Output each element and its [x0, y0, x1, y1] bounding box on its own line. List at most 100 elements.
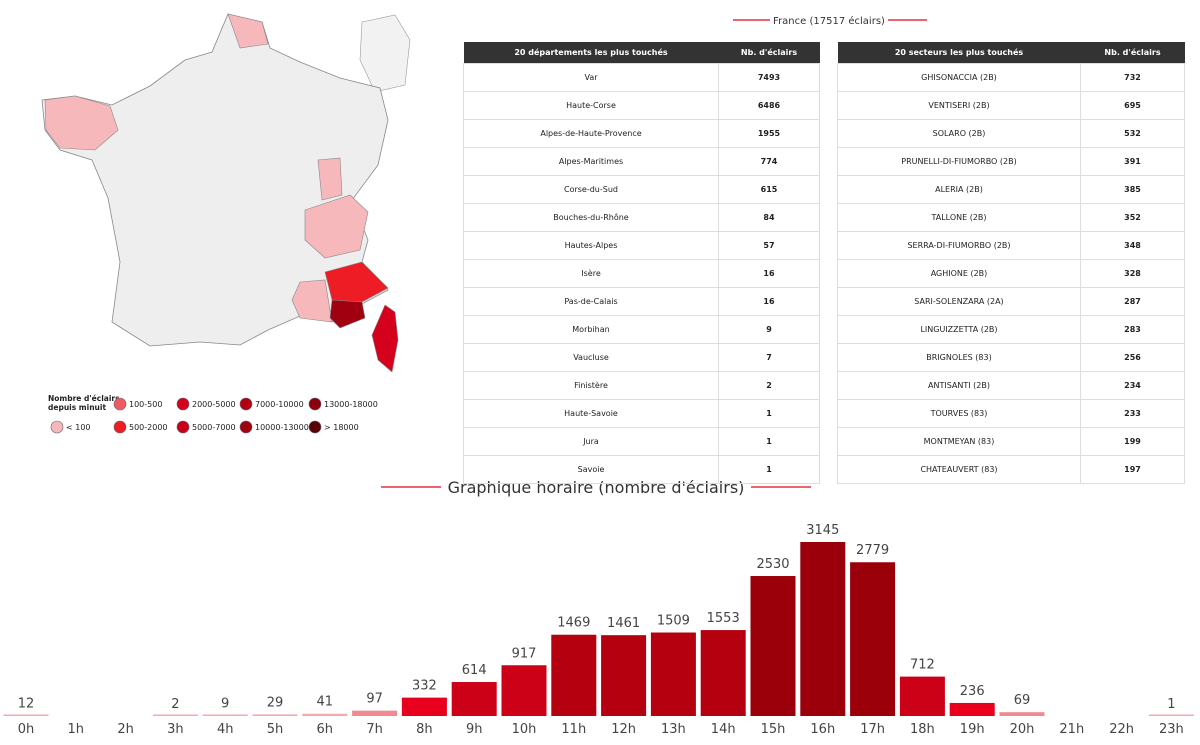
- x-tick-label: 16h: [810, 722, 835, 737]
- data-label: 97: [366, 692, 383, 707]
- legend-swatch: [176, 397, 190, 411]
- data-label: 917: [512, 646, 537, 661]
- row-label: PRUNELLI-DI-FIUMORBO (2B): [837, 147, 1081, 176]
- row-value: 391: [1080, 147, 1185, 176]
- table-header: 20 secteurs les plus touchés Nb. d'éclair…: [837, 42, 1185, 64]
- table-row: Alpes-de-Haute-Provence 1955: [463, 119, 820, 148]
- legend-swatch: [308, 420, 322, 434]
- column-header: 20 secteurs les plus touchés: [837, 42, 1081, 64]
- x-tick-label: 1h: [68, 722, 85, 737]
- table-row: TOURVES (83) 233: [837, 399, 1185, 428]
- table-row: Corse-du-Sud 615: [463, 175, 820, 204]
- table-row: Isère 16: [463, 259, 820, 288]
- row-value: 84: [718, 203, 820, 232]
- row-value: 352: [1080, 203, 1185, 232]
- row-value: 9: [718, 315, 820, 344]
- table-row: Finistère 2: [463, 371, 820, 400]
- row-value: 695: [1080, 91, 1185, 120]
- bar: [1148, 714, 1194, 716]
- bar: [601, 635, 647, 716]
- bar: [501, 665, 547, 716]
- x-tick-label: 5h: [267, 722, 284, 737]
- header-title: France (17517 éclairs): [773, 15, 885, 27]
- row-value: 385: [1080, 175, 1185, 204]
- data-label: 2: [171, 697, 179, 712]
- x-tick-label: 22h: [1109, 722, 1134, 737]
- table-row: Pas-de-Calais 16: [463, 287, 820, 316]
- row-label: ALERIA (2B): [837, 175, 1081, 204]
- row-value: 532: [1080, 119, 1185, 148]
- table-row: AGHIONE (2B) 328: [837, 259, 1185, 288]
- row-value: 199: [1080, 427, 1185, 456]
- table-row: Hautes-Alpes 57: [463, 231, 820, 260]
- x-tick-label: 11h: [561, 722, 586, 737]
- column-header: 20 départements les plus touchés: [463, 42, 719, 64]
- legend-swatch: [176, 420, 190, 434]
- table-row: Var 7493: [463, 63, 820, 92]
- map-region: [329, 299, 366, 329]
- table: 20 départements les plus touchés Nb. d'éc…: [463, 42, 820, 484]
- table-header: 20 départements les plus touchés Nb. d'éc…: [463, 42, 820, 64]
- table-row: SERRA-DI-FIUMORBO (2B) 348: [837, 231, 1185, 260]
- map: Nombre d'éclairs depuis minuit < 100 100-50…: [41, 13, 411, 434]
- x-tick-label: 0h: [18, 722, 35, 737]
- x-tick-label: 15h: [761, 722, 786, 737]
- row-label: Alpes-Maritimes: [463, 147, 719, 176]
- bar: [352, 710, 398, 716]
- row-label: Alpes-de-Haute-Provence: [463, 119, 719, 148]
- row-value: 57: [718, 231, 820, 260]
- bar: [302, 713, 348, 716]
- row-label: VENTISERI (2B): [837, 91, 1081, 120]
- bar: [202, 714, 248, 716]
- row-label: Jura: [463, 427, 719, 456]
- map-region: [227, 13, 269, 49]
- table-row: SARI-SOLENZARA (2A) 287: [837, 287, 1185, 316]
- table-row: VENTISERI (2B) 695: [837, 91, 1185, 120]
- row-label: Bouches-du-Rhône: [463, 203, 719, 232]
- row-value: 348: [1080, 231, 1185, 260]
- legend-label: 5000-7000: [192, 423, 236, 432]
- data-label: 12: [18, 696, 35, 711]
- data-label: 236: [960, 684, 985, 699]
- table: 20 secteurs les plus touchés Nb. d'éclair…: [837, 42, 1185, 484]
- table-row: SOLARO (2B) 532: [837, 119, 1185, 148]
- data-label: 1469: [557, 616, 590, 631]
- x-tick-label: 17h: [860, 722, 885, 737]
- map-region: [317, 157, 343, 201]
- x-tick-label: 8h: [416, 722, 433, 737]
- row-value: 1955: [718, 119, 820, 148]
- legend-swatch: [308, 397, 322, 411]
- data-label: 1509: [657, 614, 690, 629]
- table-row: BRIGNOLES (83) 256: [837, 343, 1185, 372]
- x-tick-label: 2h: [117, 722, 134, 737]
- row-label: Savoie: [463, 455, 719, 484]
- row-label: Haute-Corse: [463, 91, 719, 120]
- bar: [650, 632, 696, 716]
- table-row: GHISONACCIA (2B) 732: [837, 63, 1185, 92]
- row-label: SOLARO (2B): [837, 119, 1081, 148]
- map-region: [44, 95, 119, 151]
- row-value: 7: [718, 343, 820, 372]
- column-header: Nb. d'éclairs: [718, 42, 820, 64]
- row-label: Hautes-Alpes: [463, 231, 719, 260]
- row-value: 1: [718, 455, 820, 484]
- legend-label: 500-2000: [129, 423, 168, 432]
- bar: [451, 682, 497, 716]
- table-row: MONTMEYAN (83) 199: [837, 427, 1185, 456]
- legend-label: 10000-13000: [255, 423, 309, 432]
- data-label: 1553: [707, 611, 740, 626]
- legend-label: > 18000: [324, 423, 359, 432]
- x-tick-label: 18h: [910, 722, 935, 737]
- row-label: AGHIONE (2B): [837, 259, 1081, 288]
- x-tick-label: 20h: [1010, 722, 1035, 737]
- row-label: SARI-SOLENZARA (2A): [837, 287, 1081, 316]
- table-row: Haute-Corse 6486: [463, 91, 820, 120]
- legend-label: 7000-10000: [255, 400, 304, 409]
- x-tick-label: 3h: [167, 722, 184, 737]
- x-tick-label: 13h: [661, 722, 686, 737]
- row-value: 197: [1080, 455, 1185, 484]
- row-value: 615: [718, 175, 820, 204]
- row-value: 234: [1080, 371, 1185, 400]
- bar: [401, 697, 447, 716]
